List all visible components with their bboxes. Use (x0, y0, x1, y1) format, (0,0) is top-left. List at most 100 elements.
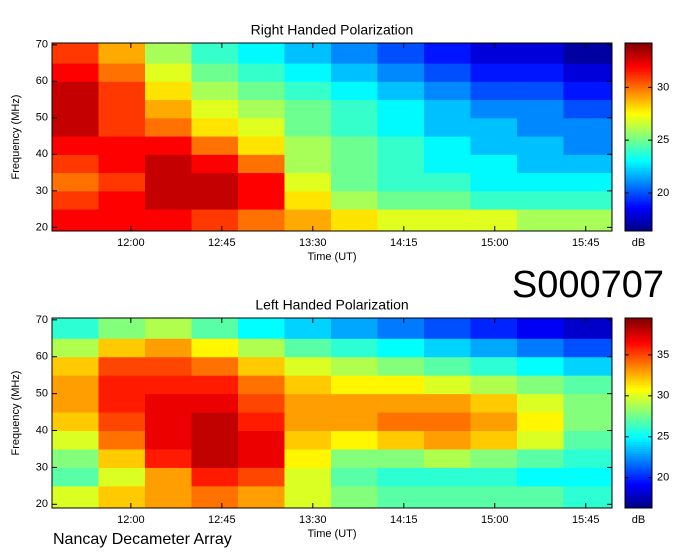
heatmap-cell (284, 338, 332, 358)
heatmap-cell (52, 467, 99, 487)
colorbar-swatch (625, 191, 652, 194)
heatmap-cell (516, 448, 564, 468)
colorbar-swatch (625, 106, 652, 110)
heatmap-cell (423, 430, 471, 450)
heatmap-cell (284, 430, 332, 450)
chart-title: Left Handed Polarization (255, 297, 408, 313)
heatmap-cell (470, 448, 518, 468)
heatmap-cell (423, 190, 471, 210)
colorbar-tick-label: 35 (657, 349, 669, 361)
heatmap-cell (563, 209, 613, 232)
heatmap-cell (423, 117, 471, 137)
colorbar-swatch (625, 75, 652, 79)
heatmap-cell (284, 318, 332, 339)
heatmap-cell (144, 154, 192, 174)
heatmap-cell (330, 430, 378, 450)
colorbar-swatch (625, 198, 652, 201)
heatmap-cell (52, 63, 99, 82)
colorbar-swatch (625, 167, 652, 171)
heatmap-cell (52, 209, 99, 232)
colorbar-swatch (625, 99, 652, 103)
heatmap-cell (98, 318, 146, 339)
colorbar-swatch (625, 94, 652, 98)
heatmap-cell (470, 63, 518, 82)
heatmap-cell (330, 412, 378, 432)
heatmap-cell (144, 338, 192, 358)
heatmap-cell (470, 99, 518, 119)
colorbar-swatch (625, 165, 652, 169)
colorbar-swatch (625, 223, 652, 227)
y-tick-label: 30 (36, 461, 48, 473)
heatmap-cell (191, 81, 239, 101)
colorbar-swatch (625, 384, 652, 388)
colorbar-swatch (625, 202, 652, 206)
x-tick-label: 15:00 (481, 514, 509, 526)
colorbar-swatch (625, 221, 652, 225)
x-tick-label: 13:30 (299, 237, 327, 249)
colorbar-swatch (625, 97, 652, 100)
heatmap-cell (330, 467, 378, 487)
heatmap-cell (144, 356, 192, 376)
heatmap-cell (563, 190, 613, 210)
colorbar-tick-label: 25 (657, 134, 669, 146)
heatmap-cell (377, 172, 425, 192)
heatmap-cell (563, 393, 613, 413)
colorbar-tick-label: 30 (657, 390, 669, 402)
heatmap-cell (563, 375, 613, 395)
heatmap-cell (191, 485, 239, 509)
colorbar-swatch (625, 127, 652, 131)
heatmap-cell (144, 318, 192, 339)
heatmap-cell (423, 412, 471, 432)
colorbar-swatch (625, 422, 652, 426)
colorbar-swatch (625, 205, 652, 208)
heatmap-cell (377, 136, 425, 155)
colorbar-swatch (625, 489, 652, 492)
heatmap-cell (330, 172, 378, 192)
colorbar-swatch (625, 111, 652, 114)
colorbar-swatch (625, 101, 652, 105)
heatmap-cell (52, 412, 99, 432)
heatmap-cell (144, 63, 192, 82)
colorbar-swatch (625, 169, 652, 173)
heatmap-cell (237, 393, 285, 413)
heatmap-cell (470, 209, 518, 232)
heatmap-cell (52, 43, 99, 64)
colorbar-swatch (625, 334, 652, 338)
heatmap-cell (470, 412, 518, 432)
colorbar-swatch (625, 346, 652, 350)
heatmap-cell (470, 356, 518, 376)
heatmap-cell (98, 154, 146, 174)
heatmap-cell (516, 154, 564, 174)
colorbar-swatch (625, 322, 652, 326)
heatmap-cell (98, 375, 146, 395)
colorbar-swatch (625, 228, 652, 232)
heatmap-cell (98, 467, 146, 487)
colorbar-swatch (625, 375, 652, 378)
heatmap-cell (52, 393, 99, 413)
colorbar-swatch (625, 115, 652, 119)
heatmap-cell (237, 375, 285, 395)
heatmap-cell (237, 485, 285, 509)
colorbar-swatch (625, 212, 652, 216)
heatmap-cell (516, 81, 564, 101)
colorbar-swatch (625, 188, 652, 192)
heatmap-cell (284, 63, 332, 82)
y-tick-label: 20 (36, 221, 48, 233)
x-tick-label: 15:45 (572, 237, 600, 249)
colorbar-swatch (625, 434, 652, 438)
colorbar-swatch (625, 144, 652, 147)
x-tick-label: 14:15 (390, 237, 418, 249)
heatmap-cell (470, 136, 518, 155)
heatmap-cell (284, 136, 332, 155)
y-axis-label: Frequency (MHz) (10, 95, 22, 180)
colorbar-swatch (625, 427, 652, 431)
heatmap-cell (423, 318, 471, 339)
plot-frame (51, 317, 613, 509)
heatmap-cell (284, 412, 332, 432)
colorbar-swatch (625, 104, 652, 107)
colorbar-swatch (625, 486, 652, 490)
colorbar-swatch (625, 382, 652, 385)
heatmap-cell (284, 467, 332, 487)
y-tick-label: 50 (36, 388, 48, 400)
